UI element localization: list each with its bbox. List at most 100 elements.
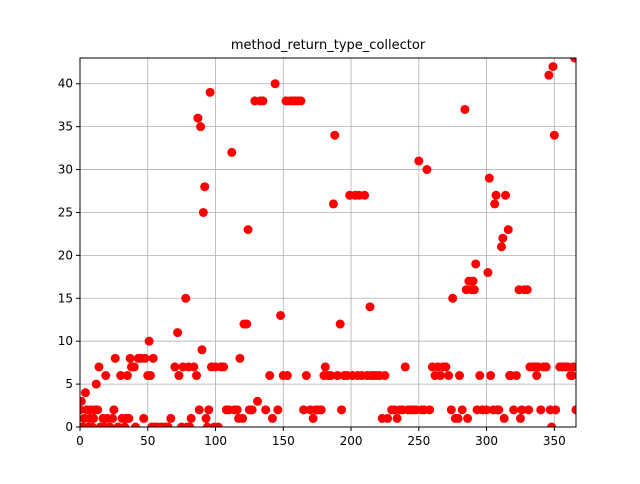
point [482,405,492,415]
point [109,405,119,415]
point [140,353,150,363]
point [94,362,104,372]
point [483,268,493,278]
x-tick-label: 350 [543,434,566,448]
point [383,413,393,423]
x-tick-label: 0 [76,434,84,448]
point [549,130,559,140]
point [400,362,410,372]
point [308,413,318,423]
point [484,173,494,183]
point [435,371,445,381]
point [299,405,309,415]
x-tick-label: 200 [340,434,363,448]
point [551,405,561,415]
point [494,405,504,415]
point [496,242,506,252]
point [148,353,158,363]
point [490,199,500,209]
point [196,122,206,132]
point [332,371,342,381]
point [145,371,155,381]
chart-title: method_return_type_collector [231,38,426,53]
point [120,422,130,427]
point [242,319,252,329]
y-tick-label: 40 [58,77,73,91]
y-tick-label: 5 [65,377,73,391]
point [570,58,576,63]
point [247,405,257,415]
y-tick-label: 30 [58,163,73,177]
point [422,165,432,175]
point [93,405,103,415]
point [201,413,211,423]
point [91,379,101,389]
point [193,113,203,123]
point [163,422,173,427]
point [173,328,183,338]
y-tick-label: 20 [58,248,73,262]
point [282,371,292,381]
point [124,413,134,423]
marks [80,58,576,427]
point [330,130,340,140]
point [471,259,481,269]
point [89,413,99,423]
point [568,362,576,372]
point [189,362,199,372]
point [87,422,97,427]
point [360,190,370,200]
point [192,371,202,381]
point [219,362,229,372]
point [185,422,195,427]
point [441,362,451,372]
point [522,285,532,295]
plot-frame [79,57,577,428]
x-tick-label: 150 [272,434,295,448]
point [238,413,248,423]
y-tick-label: 15 [58,291,73,305]
point [267,413,277,423]
point [166,413,176,423]
point [198,207,208,217]
point [243,225,253,235]
y-tick-label: 35 [58,120,73,134]
point [414,156,424,166]
point [380,371,390,381]
point [544,70,554,80]
point [301,371,311,381]
point [453,413,463,423]
point [536,405,546,415]
point [517,405,527,415]
point [110,353,120,363]
point [567,371,576,381]
point [186,413,196,423]
x-tick-label: 300 [475,434,498,448]
point [446,405,456,415]
ticks: 0 50 100 150 200 250 300 350 0 5 10 15 20 25 30 35 40 [58,77,566,448]
point [273,405,283,415]
point [541,362,551,372]
point [337,405,347,415]
point [460,104,470,114]
point [276,310,286,320]
point [101,371,111,381]
point [144,336,154,346]
point [524,405,534,415]
point [392,413,402,423]
point [80,388,90,398]
x-tick-label: 50 [140,434,155,448]
point [469,285,479,295]
point [316,405,326,415]
x-tick-label: 100 [204,434,227,448]
point [227,147,237,157]
point [108,413,118,423]
point [265,371,275,381]
point [174,371,184,381]
point [213,422,223,427]
point [571,405,576,415]
point [202,422,212,427]
point [468,276,478,286]
